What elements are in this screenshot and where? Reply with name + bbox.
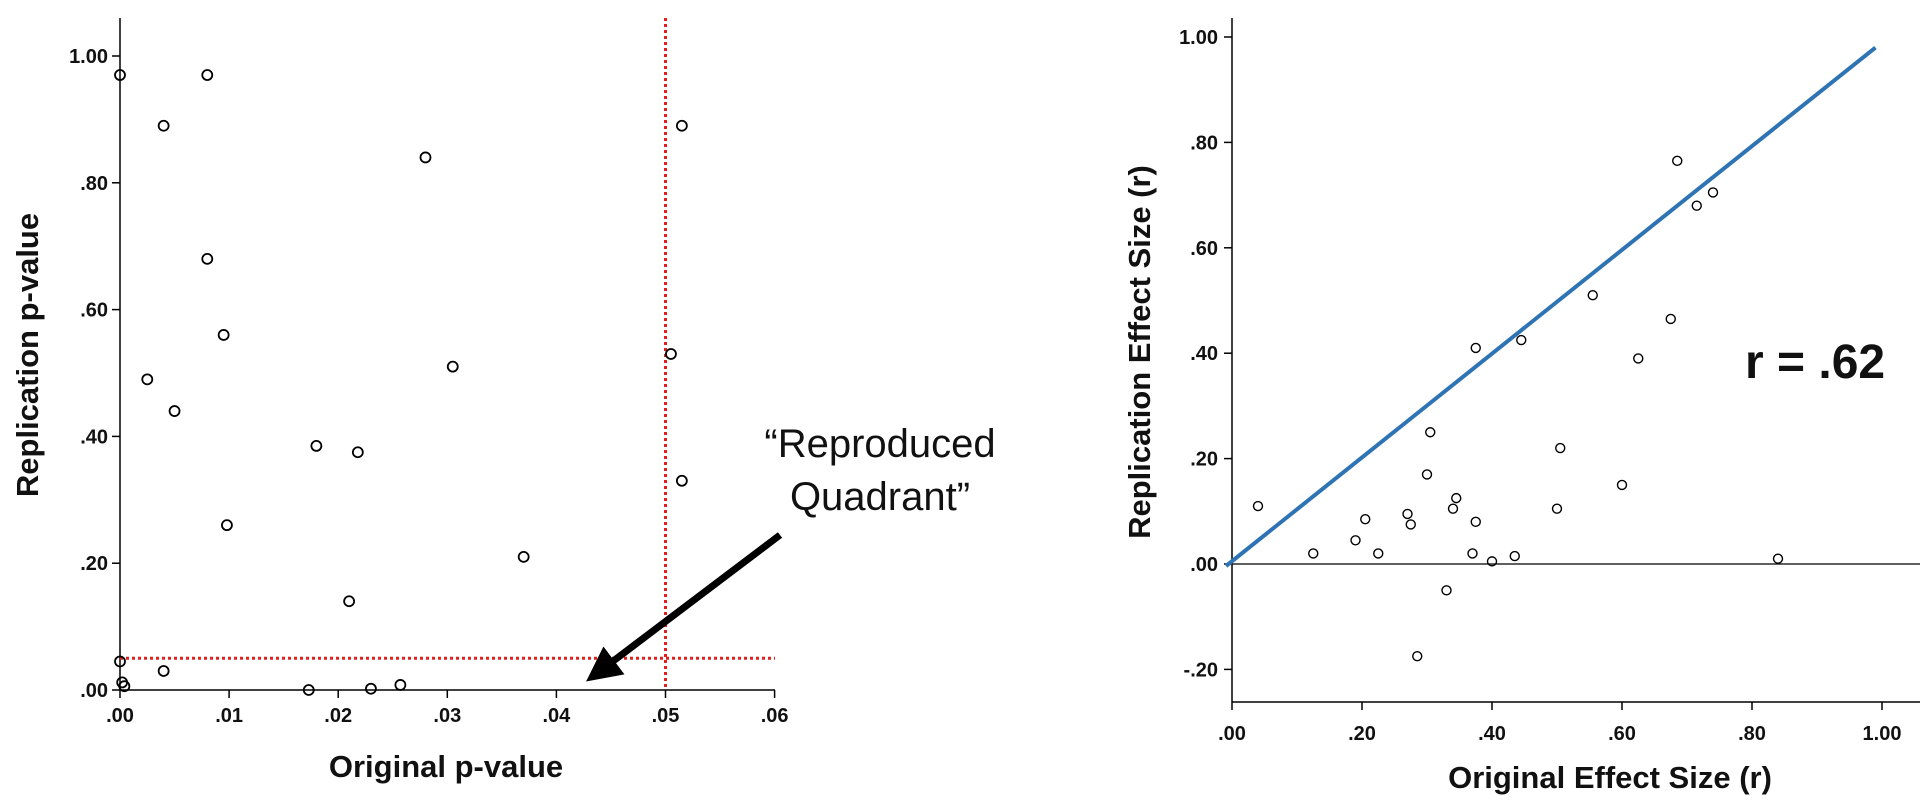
data-point xyxy=(365,682,377,695)
right-points xyxy=(1252,155,1784,662)
right-y-axis-label: Replication Effect Size (r) xyxy=(1122,165,1157,539)
data-point xyxy=(118,680,131,693)
right-x-tick-label: .00 xyxy=(1218,723,1246,745)
data-point xyxy=(1772,553,1784,564)
data-point xyxy=(1555,442,1566,454)
left-points xyxy=(114,69,688,696)
data-point xyxy=(217,329,230,341)
reference-diagonal-line xyxy=(1224,45,1877,568)
left-x-tick-label: .04 xyxy=(542,705,571,727)
right-ticks: .00 .20 .40 .60 .80 1.00 -.20 .00 .20 .40 .60 .80 1.… xyxy=(1179,27,1901,745)
left-y-tick-label: .60 xyxy=(80,300,108,322)
left-y-tick-label: 1.00 xyxy=(69,46,108,68)
data-point xyxy=(343,595,356,608)
data-point xyxy=(394,679,407,691)
data-point xyxy=(446,360,459,373)
data-point xyxy=(1665,313,1676,325)
right-x-tick-label: .80 xyxy=(1738,723,1766,745)
data-point xyxy=(221,519,233,532)
data-point xyxy=(1551,503,1563,514)
data-point xyxy=(201,69,214,81)
data-point xyxy=(157,119,170,132)
data-point xyxy=(157,665,170,677)
data-point xyxy=(141,373,154,386)
data-point xyxy=(351,446,364,459)
data-point xyxy=(419,151,432,164)
left-x-tick-label: .02 xyxy=(324,705,352,727)
left-y-axis-label: Replication p-value xyxy=(10,213,45,497)
data-point xyxy=(1470,342,1481,354)
data-point xyxy=(114,69,126,81)
right-y-tick-label: .60 xyxy=(1190,238,1218,260)
data-point xyxy=(1425,427,1436,438)
data-point xyxy=(675,119,688,132)
right-x-tick-label: .60 xyxy=(1608,723,1636,745)
annotation-arrow xyxy=(586,532,783,682)
data-point xyxy=(1633,353,1644,364)
data-point xyxy=(1373,548,1384,559)
right-x-tick-label: .40 xyxy=(1478,723,1506,745)
data-point xyxy=(1308,548,1319,559)
data-point xyxy=(675,474,688,487)
left-ticks: .00 .01 .02 .03 .04 .05 .06 .00 .20 .40 .60 .80 1.00 xyxy=(69,46,788,727)
data-point xyxy=(1672,155,1683,167)
reproduced-quadrant-annotation-line2: Quadrant” xyxy=(790,475,970,519)
left-x-tick-label: .05 xyxy=(652,705,680,727)
data-point xyxy=(310,440,323,452)
data-point xyxy=(1467,548,1478,559)
data-point xyxy=(1447,503,1459,514)
left-x-axis-label: Original p-value xyxy=(329,749,563,784)
data-point xyxy=(517,550,530,563)
data-point xyxy=(1252,500,1264,512)
data-point xyxy=(1412,651,1423,662)
left-y-tick-label: .20 xyxy=(80,553,108,575)
data-point xyxy=(1350,535,1361,546)
correlation-annotation: r = .62 xyxy=(1745,336,1885,389)
right-x-axis-label: Original Effect Size (r) xyxy=(1448,760,1772,795)
data-point xyxy=(1691,200,1702,211)
data-point xyxy=(1421,469,1433,480)
left-x-tick-label: .06 xyxy=(761,705,789,727)
left-y-tick-label: .00 xyxy=(80,680,108,702)
data-point xyxy=(1509,550,1520,562)
right-y-tick-label: -.20 xyxy=(1184,659,1218,681)
right-y-tick-label: .00 xyxy=(1190,554,1218,576)
right-plot: .00 .20 .40 .60 .80 1.00 -.20 .00 .20 .40 .60 .80 1.… xyxy=(1122,18,1920,795)
right-y-tick-label: .40 xyxy=(1190,343,1218,365)
data-point xyxy=(1451,492,1462,504)
data-point xyxy=(1587,290,1598,301)
data-point xyxy=(114,655,126,668)
left-plot: .00 .01 .02 .03 .04 .05 .06 .00 .20 .40 .60 .80 1.00… xyxy=(10,18,996,784)
right-y-tick-label: 1.00 xyxy=(1179,27,1218,49)
right-y-tick-label: .20 xyxy=(1190,449,1218,471)
data-point xyxy=(302,684,315,696)
data-point xyxy=(1470,516,1481,528)
data-point xyxy=(201,252,214,265)
left-y-tick-label: .40 xyxy=(80,426,108,448)
data-point xyxy=(1360,514,1371,525)
right-x-tick-label: 1.00 xyxy=(1863,723,1902,745)
data-point xyxy=(1516,334,1527,346)
left-x-tick-label: .03 xyxy=(433,705,461,727)
data-point xyxy=(168,405,181,417)
data-point xyxy=(1405,519,1416,530)
reproduced-quadrant-annotation-line1: “Reproduced xyxy=(764,422,995,466)
right-x-tick-label: .20 xyxy=(1348,723,1376,745)
right-y-tick-label: .80 xyxy=(1190,132,1218,154)
left-y-tick-label: .80 xyxy=(80,173,108,195)
data-point xyxy=(1441,585,1452,596)
left-x-tick-label: .00 xyxy=(106,705,134,727)
data-point xyxy=(1616,479,1628,491)
data-point xyxy=(1402,508,1413,520)
right-lines xyxy=(1224,45,1920,568)
data-point xyxy=(665,348,677,360)
left-x-tick-label: .01 xyxy=(215,705,243,727)
data-point xyxy=(1707,187,1719,198)
data-point xyxy=(1486,556,1498,567)
